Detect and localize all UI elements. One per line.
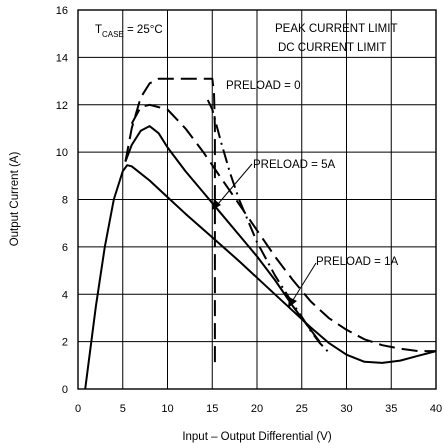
series-line-1 [84, 164, 437, 390]
y-tick-label: 4 [62, 289, 68, 301]
plot-frame [77, 9, 437, 390]
x-tick-label: 35 [385, 403, 397, 415]
x-tick-label: 40 [430, 403, 442, 415]
tick-labels: 0 5 10 15 20 25 30 35 40 0 2 4 6 8 10 12 14 16 [56, 5, 442, 415]
y-tick-label: 14 [56, 52, 68, 64]
y-tick-label: 8 [62, 195, 68, 207]
series-line-2 [124, 125, 321, 343]
x-tick-label: 25 [296, 403, 308, 415]
legend-peak-current-limit: PEAK CURRENT LIMIT [275, 23, 397, 35]
annotation-preload-5a: PRELOAD = 5A [253, 159, 335, 171]
y-tick-label: 16 [56, 5, 68, 17]
arrowhead-preload-5a [212, 199, 221, 210]
condition-label: TCASE = 25°C [95, 24, 163, 39]
arrowhead-preload-1a [288, 297, 297, 308]
y-axis-label: Output Current (A) [9, 152, 21, 247]
x-tick-label: 15 [206, 403, 218, 415]
y-tick-label: 12 [56, 100, 68, 112]
series-line-5 [206, 99, 330, 353]
leader-preload-1a [292, 262, 317, 301]
x-tick-label: 0 [75, 403, 81, 415]
y-tick-label: 6 [62, 242, 68, 254]
curves [84, 77, 437, 390]
x-tick-label: 20 [251, 403, 263, 415]
y-tick-label: 2 [62, 337, 68, 349]
leader-preload-5a [217, 163, 253, 205]
x-axis-label: Input – Output Differential (V) [182, 431, 332, 443]
condition-prefix: T [95, 24, 102, 36]
y-tick-label: 10 [56, 147, 68, 159]
series-line-3 [124, 77, 216, 363]
condition-subscript: CASE [102, 30, 124, 39]
y-tick-label: 0 [62, 384, 68, 396]
annotation-preload-0: PRELOAD = 0 [226, 80, 300, 92]
grid [77, 9, 437, 390]
x-tick-label: 30 [340, 403, 352, 415]
annotation-preload-1a: PRELOAD = 1A [316, 256, 398, 268]
series-line-4 [130, 103, 436, 353]
x-tick-label: 5 [120, 403, 126, 415]
legend-dc-current-limit: DC CURRENT LIMIT [278, 42, 386, 54]
condition-suffix: = 25°C [124, 24, 163, 36]
x-tick-label: 10 [161, 403, 173, 415]
